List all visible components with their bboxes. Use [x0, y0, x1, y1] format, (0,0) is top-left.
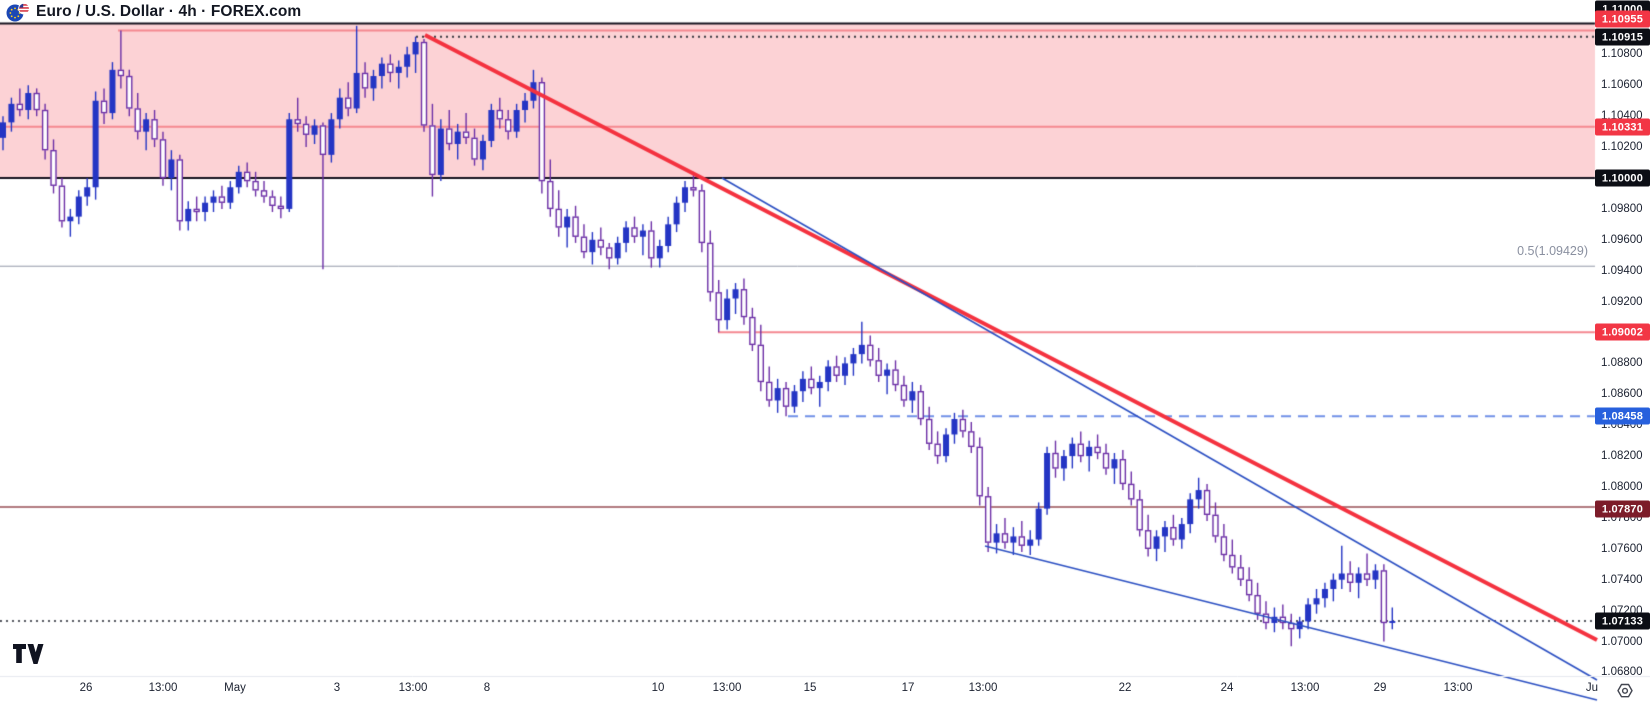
- price-level-badge: 1.07870: [1595, 500, 1650, 518]
- time-tick-label: Ju: [1585, 682, 1599, 694]
- eur-usd-pair-icon: [6, 2, 30, 22]
- symbol-title-row[interactable]: Euro / U.S. Dollar · 4h · FOREX.com: [6, 1, 301, 23]
- time-tick-label: 13:00: [1443, 682, 1473, 694]
- price-tick-label: 1.09800: [1601, 202, 1643, 215]
- tradingview-logo[interactable]: [12, 643, 44, 670]
- time-tick-label: 26: [79, 682, 93, 694]
- price-level-badge: 1.10915: [1595, 28, 1650, 46]
- price-tick-label: 1.07000: [1601, 635, 1643, 648]
- time-tick-label: 13:00: [968, 682, 998, 694]
- time-tick-label: 8: [483, 682, 491, 694]
- fib-level-label: 0.5(1.09429): [1517, 244, 1588, 258]
- price-level-badge: 1.07133: [1595, 612, 1650, 630]
- price-tick-label: 1.06800: [1601, 666, 1643, 679]
- price-tick-label: 1.10200: [1601, 141, 1643, 154]
- time-tick-label: 13:00: [148, 682, 178, 694]
- time-tick-label: 13:00: [712, 682, 742, 694]
- time-tick-label: 15: [803, 682, 817, 694]
- price-level-badge: 1.08458: [1595, 407, 1650, 425]
- time-tick-label: 22: [1118, 682, 1132, 694]
- price-level-badge: 1.10000: [1595, 169, 1650, 187]
- time-tick-label: May: [224, 682, 246, 694]
- price-level-badge: 1.10331: [1595, 118, 1650, 136]
- price-level-badge: 1.09002: [1595, 323, 1650, 341]
- time-tick-label: 13:00: [398, 682, 428, 694]
- symbol-title[interactable]: Euro / U.S. Dollar · 4h · FOREX.com: [36, 3, 302, 20]
- price-level-badge: 1.10955: [1595, 10, 1650, 28]
- time-tick-label: 3: [333, 682, 341, 694]
- price-tick-label: 1.08000: [1601, 481, 1643, 493]
- time-tick-label: 10: [651, 682, 665, 694]
- price-axis[interactable]: 1.10800 1.10600 1.10400 1.10200 1.09800 1.096…: [1593, 0, 1650, 679]
- price-tick-label: 1.08800: [1601, 357, 1643, 370]
- price-tick-label: 1.07400: [1601, 573, 1643, 586]
- price-tick-label: 1.08200: [1601, 450, 1643, 463]
- time-tick-label: 13:00: [1290, 682, 1320, 694]
- price-tick-label: 1.09400: [1601, 264, 1643, 277]
- axis-settings-icon[interactable]: [1615, 681, 1635, 706]
- time-tick-label: 24: [1220, 682, 1234, 694]
- time-axis[interactable]: 26 13:00 May 3 13:00 8 10 13:00 15 17 13:00 22 24 13:…: [0, 676, 1650, 706]
- price-tick-label: 1.09600: [1601, 233, 1643, 246]
- price-tick-label: 1.09200: [1601, 295, 1643, 308]
- price-tick-label: 1.07600: [1601, 542, 1643, 555]
- price-tick-label: 1.10800: [1601, 48, 1643, 61]
- time-tick-label: 29: [1373, 682, 1387, 694]
- time-tick-label: 17: [901, 682, 915, 694]
- price-tick-label: 1.10600: [1601, 79, 1643, 92]
- price-tick-label: 1.08600: [1601, 388, 1643, 401]
